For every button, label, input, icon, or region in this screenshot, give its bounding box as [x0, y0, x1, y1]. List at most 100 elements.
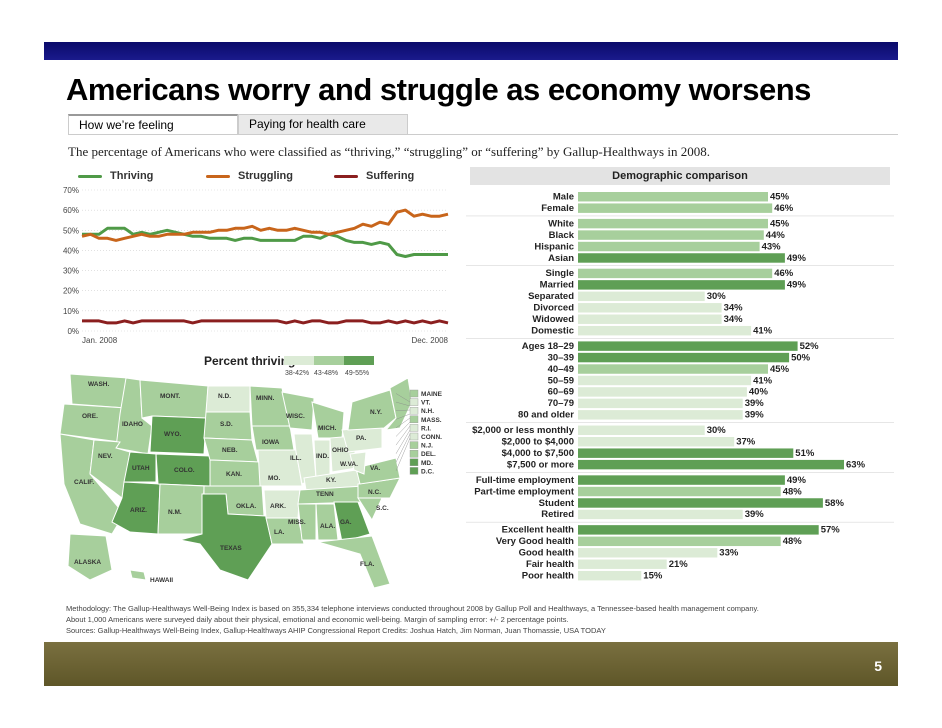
state-ne-cluster	[384, 377, 413, 431]
bar-label: 60–69	[548, 387, 574, 398]
bar-value-label: 39%	[745, 410, 765, 421]
state-label: TENN	[316, 491, 334, 498]
bar	[578, 341, 798, 351]
state-label: HAWAII	[150, 577, 173, 584]
map-legend-low-label: 38-42%	[285, 370, 310, 377]
northeast-state-label: CONN.	[421, 434, 442, 441]
bar	[578, 570, 642, 581]
northeast-state-label: R.I.	[421, 425, 431, 432]
bar-label: Poor health	[522, 570, 574, 581]
bar-value-label: 49%	[787, 253, 807, 264]
series-line-struggling	[81, 208, 449, 242]
bar-label: Male	[553, 192, 574, 203]
bar-label: Divorced	[533, 303, 574, 314]
bar-label: Full-time employment	[476, 475, 575, 486]
northeast-leader-line	[395, 409, 411, 411]
bar	[578, 548, 718, 558]
state-label: OHIO	[332, 447, 349, 454]
y-tick-label: 70%	[63, 186, 79, 195]
state-mo	[257, 449, 303, 487]
legend-thriving: Thriving	[78, 167, 153, 185]
bar	[578, 230, 764, 240]
bar-label: $2,000 to $4,000	[502, 437, 574, 448]
bar-label: Fair health	[526, 559, 574, 570]
bar-value-label: 57%	[821, 525, 841, 536]
state-label: PA.	[356, 435, 367, 442]
bar-label: Black	[549, 230, 575, 241]
northeast-key-swatch	[409, 467, 419, 475]
northeast-state-label: MAINE	[421, 391, 443, 398]
legend-struggling-label: Struggling	[238, 170, 293, 182]
state-label: NEV.	[98, 453, 113, 460]
state-label: ILL.	[290, 455, 302, 462]
bar-value-label: 48%	[783, 486, 803, 497]
state-label: CALIF.	[74, 479, 94, 486]
bar-label: $4,000 to $7,500	[502, 448, 574, 459]
bar-value-label: 41%	[753, 375, 773, 386]
bar-value-label: 34%	[724, 303, 744, 314]
bar-value-label: 51%	[795, 448, 815, 459]
bar	[578, 303, 722, 313]
bar-value-label: 39%	[745, 398, 765, 409]
bar-label: Widowed	[532, 314, 574, 325]
state-label: ORE.	[82, 413, 98, 420]
bar	[578, 525, 819, 535]
series-line-suffering	[82, 319, 449, 325]
y-tick-label: 20%	[63, 287, 79, 296]
bar-label: 80 and older	[518, 410, 574, 421]
bar-value-label: 39%	[745, 509, 765, 520]
state-label: W.VA.	[340, 461, 358, 468]
northeast-leader-line	[395, 413, 411, 420]
northeast-key-swatch	[409, 415, 419, 423]
bar-value-label: 45%	[770, 192, 790, 203]
northeast-key-swatch	[409, 407, 419, 415]
tab-divider	[68, 134, 898, 135]
bar	[578, 437, 735, 447]
bar	[578, 364, 768, 374]
state-ak	[67, 533, 113, 581]
state-label: KY.	[326, 477, 336, 484]
bar-value-label: 45%	[770, 218, 790, 229]
bar-value-label: 44%	[766, 230, 786, 241]
bar-value-label: 46%	[774, 268, 794, 279]
state-label: N.D.	[218, 393, 231, 400]
state-ga	[333, 501, 371, 543]
bar-label: Hispanic	[534, 241, 574, 252]
northeast-leader-line	[395, 401, 411, 407]
northeast-leader-line	[395, 393, 411, 403]
bar	[578, 536, 781, 547]
state-label: IND.	[316, 453, 329, 460]
northeast-leader-line	[395, 437, 411, 471]
state-label: S.D.	[220, 421, 233, 428]
bar-label: Separated	[528, 291, 574, 302]
bar-value-label: 45%	[770, 364, 790, 375]
bar-label: Married	[540, 280, 575, 291]
bar-value-label: 46%	[774, 203, 794, 214]
bar-value-label: 49%	[787, 475, 807, 486]
bar-value-label: 58%	[825, 498, 845, 509]
northeast-key-swatch	[409, 398, 419, 406]
northeast-state-label: N.J.	[421, 443, 433, 450]
state-tx	[179, 493, 273, 581]
state-ms	[297, 503, 317, 541]
bar	[578, 203, 773, 213]
state-label: ARIZ.	[130, 507, 147, 514]
state-label: IOWA	[262, 439, 280, 446]
bar	[578, 387, 747, 397]
bar-value-label: 52%	[800, 341, 820, 352]
bar-label: 50–59	[548, 375, 574, 386]
bar	[578, 425, 705, 435]
state-label: MINN.	[256, 395, 275, 402]
northeast-state-label: MASS.	[421, 417, 442, 424]
state-label: OKLA.	[236, 503, 256, 510]
tab-how-we-feel[interactable]: How we’re feeling	[68, 114, 238, 135]
northeast-key-swatch	[409, 432, 419, 441]
northeast-key-swatch	[409, 449, 419, 458]
state-label: MONT.	[160, 393, 180, 400]
bar-label: Good health	[519, 548, 575, 559]
map-legend-low-swatch	[284, 356, 314, 365]
bar-value-label: 50%	[791, 352, 811, 363]
tab-paying-health-care[interactable]: Paying for health care	[238, 114, 408, 135]
bar-value-label: 15%	[643, 570, 663, 581]
bar-label: Retired	[541, 509, 574, 520]
